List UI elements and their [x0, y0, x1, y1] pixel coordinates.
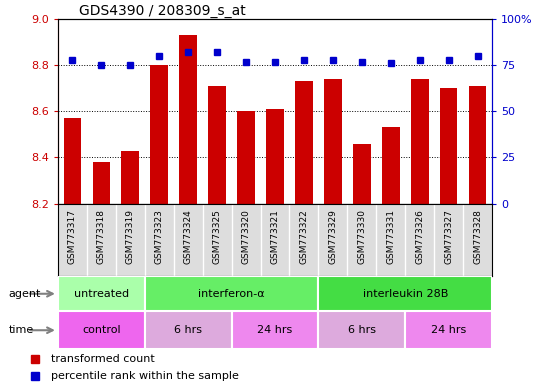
Text: GSM773331: GSM773331: [386, 209, 395, 264]
Text: GSM773320: GSM773320: [241, 209, 251, 264]
Text: percentile rank within the sample: percentile rank within the sample: [51, 371, 239, 381]
Bar: [151, 65, 168, 204]
Bar: [353, 144, 371, 204]
Text: GSM773323: GSM773323: [155, 209, 164, 264]
Text: GSM773322: GSM773322: [299, 209, 309, 264]
Text: GSM773317: GSM773317: [68, 209, 77, 264]
Bar: [440, 88, 458, 204]
Text: control: control: [82, 325, 120, 335]
Bar: [122, 151, 139, 204]
Bar: [411, 79, 428, 204]
Text: GSM773321: GSM773321: [271, 209, 279, 264]
Text: interferon-α: interferon-α: [198, 289, 265, 299]
Text: 24 hrs: 24 hrs: [431, 325, 466, 335]
Bar: [232, 311, 318, 349]
Bar: [318, 276, 492, 311]
Text: interleukin 28B: interleukin 28B: [362, 289, 448, 299]
Bar: [238, 111, 255, 204]
Text: GSM773318: GSM773318: [97, 209, 106, 264]
Text: GSM773327: GSM773327: [444, 209, 453, 264]
Text: 6 hrs: 6 hrs: [174, 325, 202, 335]
Bar: [324, 79, 342, 204]
Bar: [382, 127, 399, 204]
Text: GSM773328: GSM773328: [473, 209, 482, 264]
Bar: [145, 311, 232, 349]
Text: GSM773319: GSM773319: [125, 209, 135, 264]
Bar: [92, 162, 110, 204]
Text: time: time: [8, 325, 34, 335]
Text: GSM773325: GSM773325: [212, 209, 222, 264]
Bar: [469, 86, 486, 204]
Bar: [318, 311, 405, 349]
Text: GSM773329: GSM773329: [328, 209, 338, 264]
Text: agent: agent: [8, 289, 41, 299]
Text: GSM773324: GSM773324: [184, 209, 192, 264]
Bar: [145, 276, 318, 311]
Bar: [58, 276, 145, 311]
Text: GDS4390 / 208309_s_at: GDS4390 / 208309_s_at: [79, 4, 246, 18]
Text: untreated: untreated: [74, 289, 129, 299]
Text: GSM773330: GSM773330: [358, 209, 366, 264]
Bar: [295, 81, 312, 204]
Bar: [208, 86, 225, 204]
Bar: [179, 35, 197, 204]
Bar: [64, 118, 81, 204]
Bar: [405, 311, 492, 349]
Text: 6 hrs: 6 hrs: [348, 325, 376, 335]
Bar: [58, 311, 145, 349]
Text: transformed count: transformed count: [51, 354, 155, 364]
Bar: [266, 109, 284, 204]
Text: 24 hrs: 24 hrs: [257, 325, 293, 335]
Text: GSM773326: GSM773326: [415, 209, 425, 264]
